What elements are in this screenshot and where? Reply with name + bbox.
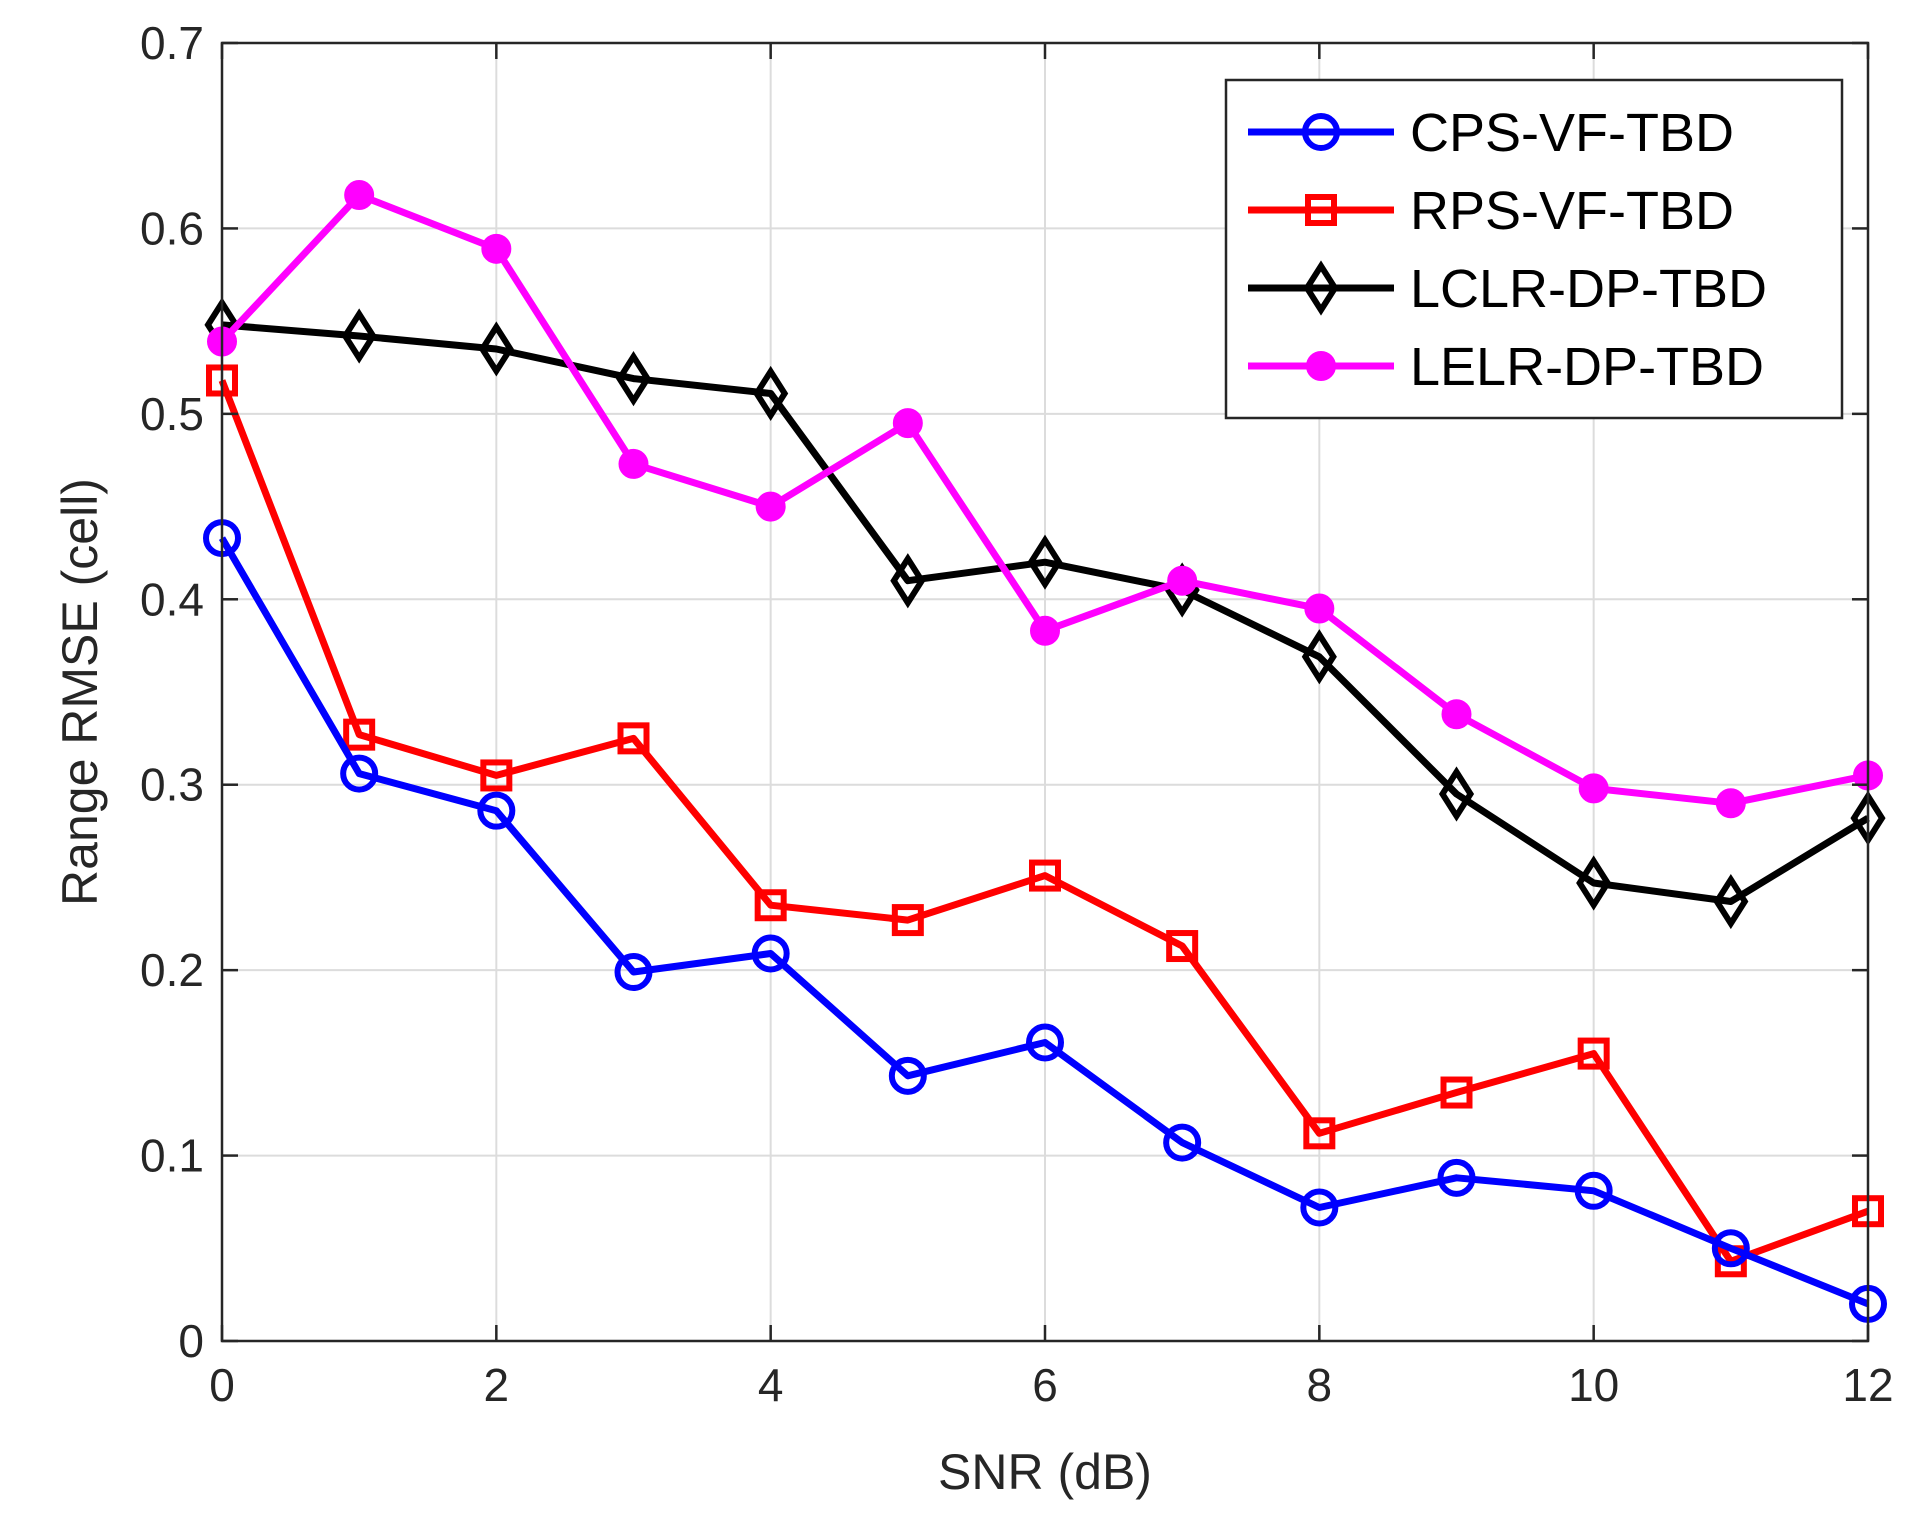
data-point xyxy=(1166,930,1199,963)
legend-label: LCLR-DP-TBD xyxy=(1410,259,1767,319)
data-point xyxy=(344,180,375,211)
data-point xyxy=(754,889,787,922)
data-point xyxy=(1440,1076,1473,1109)
data-point xyxy=(1304,593,1335,624)
y-tick-label: 0.2 xyxy=(140,944,204,996)
data-point xyxy=(1163,1123,1202,1162)
data-point xyxy=(1029,859,1061,892)
data-point xyxy=(343,718,376,751)
legend-swatch-marker xyxy=(1305,194,1337,226)
data-point xyxy=(340,754,379,793)
x-tick-label: 8 xyxy=(1307,1359,1333,1411)
series-lelr-dp-tbd xyxy=(207,180,1883,819)
x-tick-label: 6 xyxy=(1032,1359,1058,1411)
data-point xyxy=(1438,766,1475,822)
legend-item-cps-vf-tbd: CPS-VF-TBD xyxy=(1248,103,1734,163)
series-group xyxy=(203,180,1887,1323)
data-point xyxy=(1577,1037,1610,1070)
data-point xyxy=(1301,629,1337,685)
y-axis-label: Range RMSE (cell) xyxy=(52,478,108,906)
data-point xyxy=(892,408,923,439)
data-point xyxy=(1578,773,1609,804)
data-point xyxy=(1027,534,1063,590)
data-point xyxy=(480,759,513,792)
data-point xyxy=(891,904,924,937)
data-point xyxy=(755,491,786,522)
legend-label: RPS-VF-TBD xyxy=(1410,181,1734,241)
data-point xyxy=(478,321,514,377)
data-point xyxy=(614,952,653,991)
series-cps-vf-tbd xyxy=(203,519,1887,1323)
series-line xyxy=(218,379,1870,1265)
legend-item-lclr-dp-tbd: LCLR-DP-TBD xyxy=(1248,259,1767,319)
x-tick-label: 4 xyxy=(758,1359,784,1411)
data-point xyxy=(1030,615,1060,646)
data-point xyxy=(1576,855,1612,911)
x-tick-label: 12 xyxy=(1842,1359,1893,1411)
x-axis-label: SNR (dB) xyxy=(938,1444,1152,1500)
legend: CPS-VF-TBD RPS-VF-TBD LCLR-DP-TBD LELR-DP-T… xyxy=(1224,78,1844,420)
legend-label: CPS-VF-TBD xyxy=(1410,103,1734,163)
data-point xyxy=(1026,1023,1064,1062)
data-point xyxy=(888,1056,927,1095)
data-point xyxy=(753,365,789,422)
data-point xyxy=(1715,788,1746,819)
y-tick-label: 0 xyxy=(178,1315,204,1367)
data-point xyxy=(1303,1117,1336,1150)
axis-ticks: 0 2 4 6 8 10 12 0 0.1 0.2 0.3 0.4 0.5 0.6 0.7 xyxy=(140,17,1894,1411)
y-tick-label: 0.5 xyxy=(140,388,204,440)
data-point xyxy=(890,553,926,609)
data-point xyxy=(1441,699,1472,730)
legend-item-rps-vf-tbd: RPS-VF-TBD xyxy=(1248,181,1734,241)
data-point xyxy=(1437,1158,1476,1197)
data-point xyxy=(1300,1188,1339,1227)
legend-item-lelr-dp-tbd: LELR-DP-TBD xyxy=(1248,337,1764,397)
data-point xyxy=(481,233,512,264)
data-point xyxy=(1713,873,1749,930)
legend-swatch-marker xyxy=(1303,260,1339,316)
series-line xyxy=(221,321,1870,905)
data-point xyxy=(477,791,516,830)
data-point xyxy=(1711,1229,1750,1268)
data-point xyxy=(617,722,650,755)
legend-swatch-marker xyxy=(1306,351,1336,381)
y-tick-label: 0.6 xyxy=(140,202,204,254)
y-tick-label: 0.3 xyxy=(140,759,204,811)
data-point xyxy=(615,351,652,407)
y-tick-label: 0.7 xyxy=(140,17,204,69)
data-point xyxy=(1167,565,1198,596)
x-tick-label: 2 xyxy=(484,1359,510,1411)
y-tick-label: 0.4 xyxy=(140,573,204,625)
x-tick-label: 10 xyxy=(1568,1359,1619,1411)
data-point xyxy=(1574,1171,1613,1210)
y-tick-label: 0.1 xyxy=(140,1130,204,1182)
data-point xyxy=(618,448,649,479)
data-point xyxy=(751,934,790,973)
x-tick-label: 0 xyxy=(209,1359,235,1411)
legend-swatch-marker xyxy=(1302,113,1340,151)
series-rps-vf-tbd xyxy=(206,364,1884,1278)
data-point xyxy=(341,308,377,364)
legend-label: LELR-DP-TBD xyxy=(1410,337,1764,397)
series-line xyxy=(218,536,1870,1308)
